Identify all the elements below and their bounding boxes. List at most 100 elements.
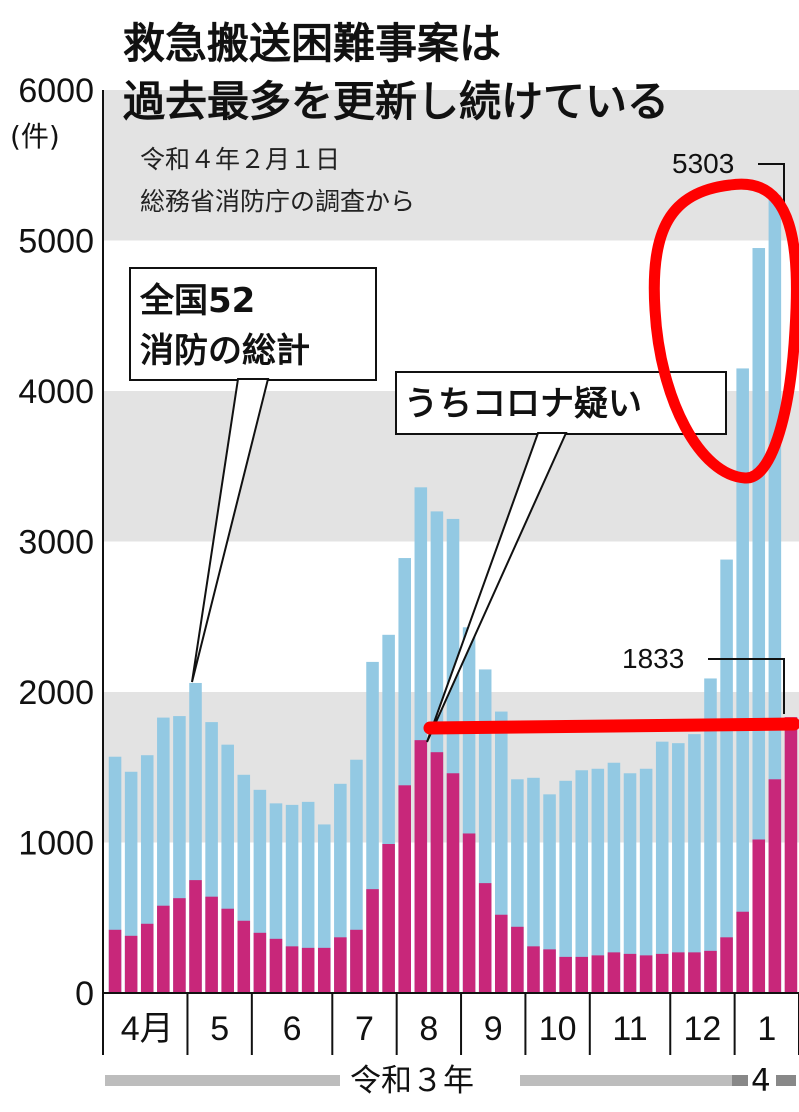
red-marker-line <box>423 717 799 735</box>
x-axis-months: 4月 5 6 7 8 9 10 11 12 1 <box>102 993 799 1055</box>
annotation-max-corona-leader <box>708 658 785 714</box>
x-tick-label: 4月 <box>121 1010 174 1048</box>
y-tick-label: 2000 <box>18 674 94 712</box>
bar-corona <box>157 905 170 993</box>
annotation-max-total-leader <box>758 163 785 206</box>
bar-corona <box>108 929 122 993</box>
bar-corona <box>720 937 733 993</box>
source-note-date: 令和４年２月１日 <box>140 145 340 174</box>
bar-corona <box>672 952 685 993</box>
bar-corona <box>559 956 572 993</box>
x-tick-label: 10 <box>539 1010 577 1048</box>
chart-title-line2: 過去最多を更新し続けている <box>123 77 669 126</box>
y-axis-unit: (件) <box>10 120 60 153</box>
callout-total-pointer <box>191 378 270 683</box>
callout-total-box <box>129 267 377 381</box>
bar-corona <box>334 937 347 993</box>
bar-corona <box>639 955 653 993</box>
bar-corona <box>655 953 669 993</box>
bar-corona <box>688 952 701 993</box>
bar-corona <box>398 785 411 993</box>
bar-corona <box>414 740 428 993</box>
bar-corona <box>575 956 589 993</box>
callout-corona: うちコロナ疑い <box>395 371 727 743</box>
bar-corona <box>527 946 540 993</box>
x-tick-label: 11 <box>612 1010 647 1048</box>
bar-corona <box>623 953 637 993</box>
y-tick-label: 4000 <box>18 373 94 411</box>
callout-corona-label: うちコロナ疑い <box>404 384 642 424</box>
annotation-max-corona: 1833 <box>622 643 785 714</box>
bar-total <box>591 768 605 993</box>
era-label-main: 令和３年 <box>350 1063 474 1099</box>
era-label-next: 4 <box>751 1063 771 1099</box>
bar-total <box>607 762 621 993</box>
bar-total <box>672 743 685 993</box>
annotation-max-total: 5303 <box>672 148 785 206</box>
y-tick-label: 3000 <box>18 524 94 562</box>
bar-corona <box>350 929 363 993</box>
bars <box>108 194 798 993</box>
bar-total <box>655 741 669 993</box>
bar-total <box>623 773 637 993</box>
x-tick-label: 1 <box>757 1010 776 1048</box>
x-tick-label: 12 <box>684 1010 722 1048</box>
bar-total <box>285 804 299 993</box>
bar-corona <box>253 932 267 993</box>
annotation-max-corona-value: 1833 <box>622 643 684 674</box>
era-label-bg <box>340 1060 520 1100</box>
callout-total-line1: 全国52 <box>139 281 255 321</box>
bar-corona <box>301 947 315 993</box>
bar-total <box>736 368 749 993</box>
bar-corona <box>478 883 492 993</box>
bar-corona <box>768 779 782 993</box>
bar-corona <box>237 920 251 993</box>
y-tick-label: 5000 <box>18 223 94 261</box>
bar-corona <box>285 946 299 993</box>
y-tick-label: 0 <box>75 975 94 1013</box>
bar-corona <box>317 947 331 993</box>
bar-corona <box>543 949 556 993</box>
annotation-max-total-value: 5303 <box>672 148 734 179</box>
bar-total <box>301 801 315 993</box>
bar-total <box>639 768 653 993</box>
bar-corona <box>511 926 524 993</box>
x-tick-label: 5 <box>210 1010 229 1048</box>
x-tick-label: 7 <box>355 1010 374 1048</box>
chart-title-line1: 救急搬送困難事案は <box>123 19 501 68</box>
bar-total <box>704 678 717 993</box>
bar-corona <box>382 844 395 993</box>
bar-corona <box>205 896 218 993</box>
bar-corona <box>736 911 749 993</box>
era-next-label-bg <box>748 1058 776 1098</box>
x-tick-label: 8 <box>419 1010 438 1048</box>
bar-total <box>688 734 701 993</box>
grid-band <box>103 90 799 241</box>
bar-corona <box>366 889 379 993</box>
callout-total: 全国52 消防の総計 <box>129 267 377 683</box>
x-tick-label: 6 <box>283 1010 302 1048</box>
era-bar: 令和３年 4 <box>105 1058 796 1100</box>
bar-corona <box>221 908 234 993</box>
bar-corona <box>495 914 508 993</box>
bar-corona <box>784 717 798 993</box>
bar-corona <box>269 938 283 993</box>
bar-corona <box>591 955 605 993</box>
bar-corona <box>607 952 621 993</box>
bar-total <box>527 777 540 993</box>
bar-corona <box>752 839 766 993</box>
callout-corona-pointer <box>426 432 568 743</box>
bar-total <box>559 780 572 993</box>
source-note-source: 総務省消防庁の調査から <box>140 187 415 216</box>
callout-total-line2: 消防の総計 <box>140 331 310 371</box>
bar-corona <box>704 950 717 993</box>
y-axis-ticks: 0 1000 2000 3000 4000 5000 6000 <box>18 72 94 1013</box>
bar-total <box>575 770 589 993</box>
x-tick-label: 9 <box>484 1010 503 1048</box>
bar-total <box>720 559 733 993</box>
red-marker-circle <box>648 178 799 484</box>
bar-total <box>543 794 556 993</box>
bar-corona <box>430 752 444 993</box>
bar-corona <box>124 935 138 993</box>
